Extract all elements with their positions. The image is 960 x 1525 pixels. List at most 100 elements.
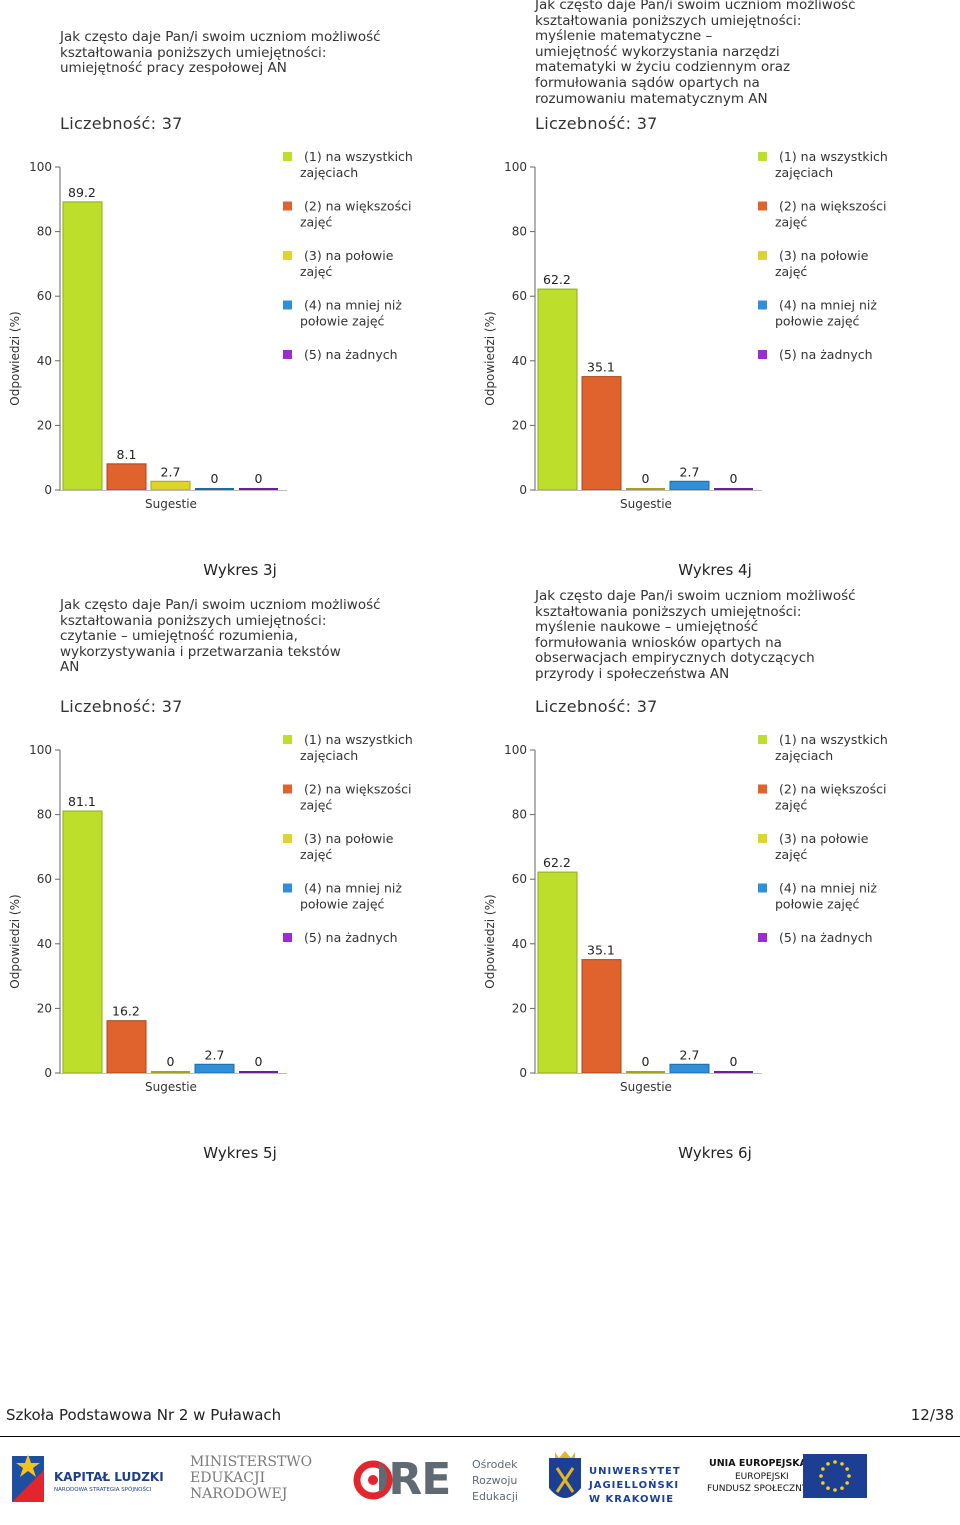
eu-logo: UNIA EUROPEJSKA EUROPEJSKI FUNDUSZ SPOŁE… xyxy=(705,1448,875,1512)
y-axis-label: Odpowiedzi (%) xyxy=(8,894,22,988)
legend-swatch xyxy=(283,834,292,843)
footer-divider xyxy=(0,1436,960,1437)
men-line-1: MINISTERSTWO xyxy=(190,1454,313,1470)
legend-swatch xyxy=(758,300,767,310)
y-tick-label: 100 xyxy=(29,743,52,757)
bar-value-label: 0 xyxy=(167,1054,175,1069)
bar-value-label: 89.2 xyxy=(68,185,96,200)
legend-label: (5) na żadnych xyxy=(779,347,873,362)
bar-value-label: 62.2 xyxy=(543,272,571,287)
y-tick-label: 60 xyxy=(512,872,527,886)
legend-label-cont: połowie zajęć xyxy=(300,314,385,329)
bar-value-label: 2.7 xyxy=(205,1047,225,1062)
chart-count-label: Liczebność: 37 xyxy=(60,697,183,716)
legend-label-cont: zajęciach xyxy=(775,748,833,763)
y-tick-label: 0 xyxy=(44,483,52,497)
uj-line-2: JAGIELLOŃSKI xyxy=(589,1480,680,1491)
bar xyxy=(669,1063,710,1074)
legend-swatch xyxy=(283,735,292,744)
chart-caption: Wykres 6j xyxy=(678,1144,752,1162)
footer-logos: KAPITAŁ LUDZKI NARODOWA STRATEGIA SPÓJNO… xyxy=(0,1448,960,1512)
eu-line-1: UNIA EUROPEJSKA xyxy=(709,1458,807,1469)
x-axis-label: Sugestie xyxy=(620,497,672,511)
y-axis-label: Odpowiedzi (%) xyxy=(483,311,497,405)
chart-count-label: Liczebność: 37 xyxy=(535,697,658,716)
legend-swatch xyxy=(758,152,767,161)
y-tick-label: 80 xyxy=(512,225,527,239)
bar xyxy=(537,288,578,491)
legend-swatch xyxy=(758,883,767,893)
bar-value-label: 2.7 xyxy=(161,464,181,479)
bar xyxy=(195,488,234,490)
y-tick-label: 40 xyxy=(37,937,52,951)
bar xyxy=(62,810,103,1074)
ore-letters: ORE xyxy=(352,1454,451,1505)
bar xyxy=(581,959,622,1074)
kapital-ludzki-logo: KAPITAŁ LUDZKI NARODOWA STRATEGIA SPÓJNO… xyxy=(8,1448,173,1512)
legend-swatch xyxy=(758,834,767,843)
legend-label-cont: zajęć xyxy=(775,264,807,279)
x-axis-label: Sugestie xyxy=(145,1080,197,1094)
ore-line-3: Edukacji xyxy=(472,1490,518,1503)
bar xyxy=(626,488,665,490)
bar xyxy=(239,1071,278,1073)
kapital-ludzki-subtitle: NARODOWA STRATEGIA SPÓJNOŚCI xyxy=(54,1487,152,1493)
y-tick-label: 20 xyxy=(37,418,52,432)
eu-star xyxy=(826,1486,830,1490)
y-tick-label: 60 xyxy=(37,872,52,886)
legend-label: (3) na połowie xyxy=(779,248,869,263)
uj-line-1: UNIWERSYTET xyxy=(589,1466,681,1477)
footer-school-name: Szkoła Podstawowa Nr 2 w Puławach xyxy=(6,1406,282,1424)
legend-swatch xyxy=(283,251,292,260)
bar-value-label: 0 xyxy=(642,471,650,486)
bar-value-label: 35.1 xyxy=(587,943,615,958)
bar-value-label: 35.1 xyxy=(587,360,615,375)
legend-swatch xyxy=(758,201,767,211)
bar xyxy=(626,1071,665,1073)
bar-value-label: 0 xyxy=(642,1054,650,1069)
bar-value-label: 2.7 xyxy=(680,1047,700,1062)
y-tick-label: 40 xyxy=(37,354,52,368)
legend-label-cont: zajęciach xyxy=(300,165,358,180)
legend-label: (4) na mniej niż xyxy=(304,881,402,896)
kapital-ludzki-title: KAPITAŁ LUDZKI xyxy=(54,1470,164,1484)
bar xyxy=(581,376,622,491)
bar-chart: 0 20 40 60 80 100 Odpowiedzi (%) 62.2 35.1 0 2.7 0 S… xyxy=(483,149,888,511)
legend-swatch xyxy=(758,350,767,359)
legend-label: (5) na żadnych xyxy=(304,347,398,362)
bar xyxy=(239,488,278,490)
x-axis-label: Sugestie xyxy=(145,497,197,511)
legend-label: (1) na wszystkich xyxy=(304,732,413,747)
chart-caption: Wykres 4j xyxy=(678,561,752,579)
bar-chart: 0 20 40 60 80 100 Odpowiedzi (%) 62.2 35.1 0 2.7 0 S… xyxy=(483,732,888,1094)
eu-star xyxy=(821,1481,825,1485)
legend-label-cont: połowie zajęć xyxy=(775,897,860,912)
bar xyxy=(62,201,103,491)
bar xyxy=(714,1071,753,1073)
uj-crest-icon xyxy=(549,1451,581,1498)
bar xyxy=(669,480,710,491)
y-tick-label: 60 xyxy=(512,289,527,303)
legend-swatch xyxy=(283,883,292,893)
legend-label: (3) na połowie xyxy=(779,831,869,846)
legend-label-cont: zajęć xyxy=(775,215,807,230)
legend-label-cont: połowie zajęć xyxy=(775,314,860,329)
chart-question: Jak często daje Pan/i swoim uczniom możl… xyxy=(535,0,856,107)
legend-label-cont: zajęć xyxy=(775,847,807,862)
men-line-2: EDUKACJI xyxy=(190,1470,266,1486)
uj-line-3: W KRAKOWIE xyxy=(589,1494,675,1505)
legend-label: (5) na żadnych xyxy=(304,930,398,945)
eu-star xyxy=(840,1486,844,1490)
bar-value-label: 0 xyxy=(730,1054,738,1069)
bar xyxy=(106,463,147,491)
chart-question: Jak często daje Pan/i swoim uczniom możl… xyxy=(535,588,856,682)
ore-logo: ORE Ośrodek Rozwoju Edukacji xyxy=(352,1448,527,1512)
chart-panel-2: Jak często daje Pan/i swoim uczniom możl… xyxy=(475,0,955,579)
eu-flag-icon xyxy=(803,1454,867,1498)
legend-swatch xyxy=(283,152,292,161)
legend-label: (2) na większości xyxy=(304,782,411,797)
eu-line-2: EUROPEJSKI xyxy=(735,1472,789,1482)
bar xyxy=(151,1071,190,1073)
legend-label-cont: zajęciach xyxy=(775,165,833,180)
legend-swatch xyxy=(283,300,292,310)
